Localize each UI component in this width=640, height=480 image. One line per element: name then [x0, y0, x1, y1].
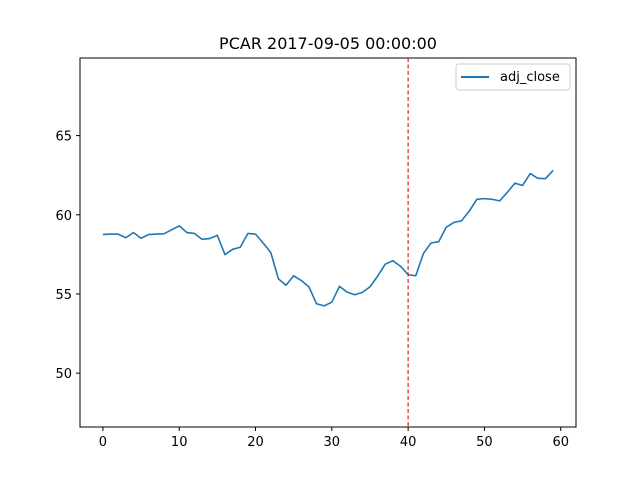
legend-series-label: adj_close [500, 70, 560, 85]
y-tick-label: 55 [55, 288, 72, 303]
axes-frame [79, 57, 577, 428]
plot-area: 0 10 20 30 40 50 60 50 55 60 65 [55, 57, 577, 450]
series-line-adj-close [102, 169, 554, 307]
x-tick-label: 40 [400, 435, 417, 450]
y-tick-label: 50 [55, 367, 72, 382]
y-tick-label: 60 [55, 209, 72, 224]
legend-box [455, 63, 571, 91]
x-tick-label: 10 [171, 435, 188, 450]
x-tick-label: 0 [99, 435, 107, 450]
y-tick-label: 65 [55, 130, 72, 145]
x-tick-label: 30 [324, 435, 341, 450]
x-tick-label: 60 [552, 435, 569, 450]
x-tick-label: 50 [476, 435, 493, 450]
x-tick-label: 20 [247, 435, 264, 450]
chart-title: PCAR 2017-09-05 00:00:00 [219, 34, 437, 53]
legend: adj_close [455, 63, 571, 91]
